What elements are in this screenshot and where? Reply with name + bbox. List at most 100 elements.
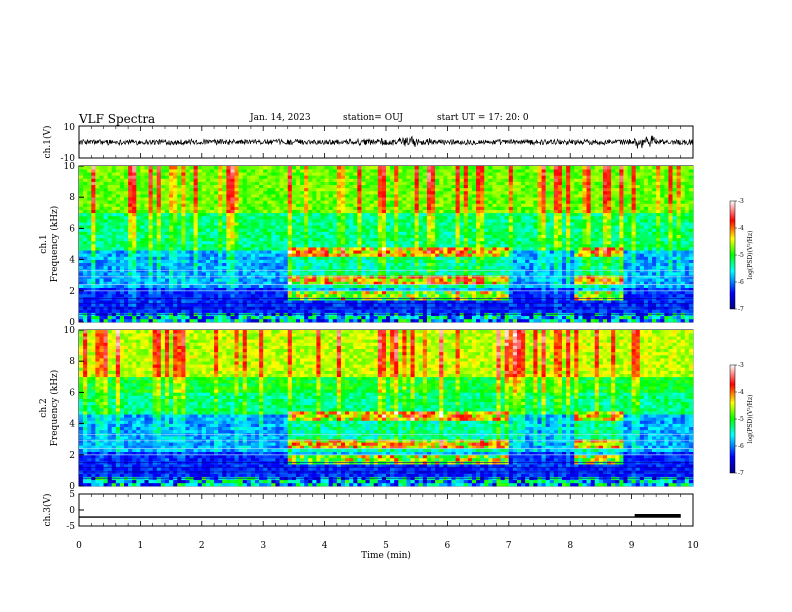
ch1-spectrogram-cell <box>214 293 219 298</box>
ch1-spectrogram-cell <box>87 284 92 288</box>
ch1-spectrogram-cell <box>300 166 305 170</box>
ch1-spectrogram-cell <box>91 278 96 282</box>
ch1-spectrogram-cell <box>328 225 334 229</box>
ch1-spectrogram-cell <box>324 318 329 323</box>
ch1-spectrogram-cell <box>107 244 113 248</box>
ch1-spectrogram-cell <box>205 222 211 226</box>
ch1-spectrogram-cell <box>386 290 391 295</box>
ch1-spectrogram-cell <box>291 234 297 239</box>
ch1-spectrogram-cell <box>181 228 186 232</box>
ch1-spectrogram-cell <box>447 178 452 182</box>
ch1-spectrogram-cell <box>156 190 162 195</box>
ch1-spectrogram-cell <box>79 215 84 220</box>
ch1-spectrogram-cell <box>377 309 383 313</box>
ch1-spectrogram-cell <box>340 184 346 189</box>
ch1-spectrogram-cell <box>263 200 268 204</box>
ch1-spectrogram-cell <box>328 222 334 226</box>
ch1-spectrogram-cell <box>132 194 137 198</box>
ch1-spectrogram-cell <box>300 262 305 267</box>
ch1-spectrogram-cell <box>95 219 100 223</box>
ch1-spectrogram-cell <box>185 169 190 173</box>
ch1-spectrogram-cell <box>169 166 174 170</box>
ch1-spectrogram-cell <box>214 228 219 232</box>
ch1-spectrogram-cell <box>189 281 194 285</box>
ch1-spectrogram-cell <box>336 222 342 226</box>
ch1-spectrogram-cell <box>357 175 362 179</box>
ch1-spectrogram-cell <box>107 209 113 214</box>
ch1-spectrogram-cell <box>390 240 395 245</box>
ch1-spectrogram-cell <box>377 184 383 189</box>
ch1-spectrogram-cell <box>291 300 297 304</box>
ch1-spectrogram-cell <box>83 190 88 195</box>
ch1-spectrogram-cell <box>246 253 252 257</box>
ch1-spectrogram-cell <box>287 281 293 285</box>
ch1-spectrogram-cell <box>447 250 452 254</box>
ch1-spectrogram-cell <box>377 190 383 195</box>
ch1-spectrogram-cell <box>185 265 190 270</box>
ch1-spectrogram-cell <box>173 166 178 170</box>
ch1-spectrogram-cell <box>160 184 166 189</box>
ch1-spectrogram-cell <box>418 247 424 251</box>
ch1-spectrogram-cell <box>259 234 264 239</box>
ch1-spectrogram-cell <box>463 278 469 282</box>
ch1-spectrogram-cell <box>214 256 219 260</box>
ch1-spectrogram-cell <box>263 234 268 239</box>
ch1-spectrogram-cell <box>107 278 113 282</box>
ch1-spectrogram-cell <box>431 318 436 323</box>
ch1-spectrogram-cell <box>173 247 178 251</box>
ch1-spectrogram-cell <box>111 178 117 182</box>
ch1-spectrogram-cell <box>316 237 321 242</box>
ch1-spectrogram-cell <box>185 197 190 201</box>
ch1-spectrogram-cell <box>435 262 440 267</box>
ch1-spectrogram-cell <box>308 194 313 198</box>
ch1-spectrogram-cell <box>467 244 473 248</box>
ch1-spectrogram-cell <box>115 200 121 204</box>
ch1-spectrogram-cell <box>181 215 186 220</box>
ch1-spectrogram-cell <box>189 244 194 248</box>
ch1-spectrogram-cell <box>128 172 133 176</box>
ch1-spectrogram-cell <box>291 187 297 192</box>
ch1-spectrogram-cell <box>164 244 170 248</box>
ch1-spectrogram-cell <box>406 300 411 304</box>
ch1-spectrogram-cell <box>365 278 370 282</box>
ch1-spectrogram-cell <box>250 169 256 173</box>
ch1-spectrogram-cell <box>435 293 440 298</box>
ch1-spectrogram-cell <box>414 169 420 173</box>
ch1-spectrogram-cell <box>173 203 178 207</box>
ch1-spectrogram-cell <box>242 212 248 217</box>
ch1-spectrogram-cell <box>435 166 440 170</box>
ch1-spectrogram-cell <box>255 172 260 176</box>
ch1-spectrogram-cell <box>426 290 432 295</box>
ch1-spectrogram-cell <box>263 256 268 260</box>
ch1-spectrogram-cell <box>234 197 239 201</box>
ch1-spectrogram-cell <box>283 290 289 295</box>
ch1-spectrogram-cell <box>336 253 342 257</box>
ch1-spectrogram-cell <box>373 315 379 320</box>
ch1-spectrogram-cell <box>340 187 346 192</box>
ch1-spectrogram-cell <box>377 318 383 323</box>
ch1-spectrogram-cell <box>312 237 317 242</box>
ch1-spectrogram-cell <box>205 166 211 170</box>
ch1-spectrogram-cell <box>111 309 117 313</box>
ch1-spectrogram-cell <box>246 200 252 204</box>
ch1-spectrogram-cell <box>291 228 297 232</box>
ch1-spectrogram-cell <box>410 262 415 267</box>
ch1-spectrogram-cell <box>336 290 342 295</box>
ch1-spectrogram-cell <box>209 278 215 282</box>
ch1-spectrogram-cell <box>193 187 198 192</box>
ch1-spectrogram-cell <box>87 293 92 298</box>
ch1-spectrogram-cell <box>443 181 448 186</box>
ch1-spectrogram-cell <box>83 293 88 298</box>
ch1-spectrogram-cell <box>218 262 223 267</box>
ch1-spectrogram-cell <box>369 234 375 239</box>
ch1-spectrogram-cell <box>263 250 268 254</box>
ch1-spectrogram-cell <box>373 259 379 264</box>
ch1-spectrogram-cell <box>455 181 460 186</box>
ch1-spectrogram-cell <box>406 250 411 254</box>
ch1-spectrogram-cell <box>295 197 301 201</box>
ch1-spectrogram-cell <box>95 190 100 195</box>
ch1-spectrogram-cell <box>250 259 256 264</box>
ch1-spectrogram-cell <box>197 219 203 223</box>
ch1-spectrogram-cell <box>283 222 289 226</box>
ch1-spectrogram-cell <box>234 166 239 170</box>
